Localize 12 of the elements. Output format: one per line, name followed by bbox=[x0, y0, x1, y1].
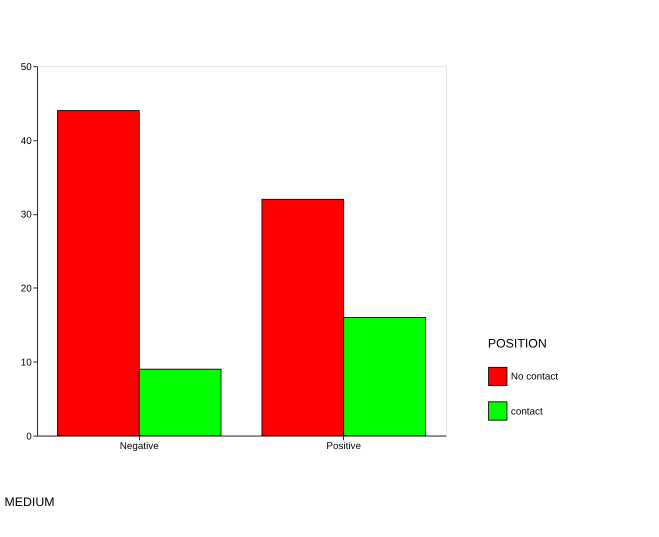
legend-label: No contact bbox=[510, 372, 558, 383]
y-tick-label: 30 bbox=[20, 210, 32, 221]
y-tick-label: 20 bbox=[20, 284, 32, 295]
legend-label: contact bbox=[510, 406, 543, 418]
x-axis-title: MEDIUM bbox=[4, 495, 55, 510]
y-tick-label: 50 bbox=[20, 62, 32, 73]
y-tick-label: 0 bbox=[26, 431, 32, 442]
x-tick-label: Positive bbox=[326, 441, 362, 452]
y-tick-label: 10 bbox=[20, 357, 32, 368]
x-tick-label: Negative bbox=[120, 441, 160, 452]
y-tick-label: 40 bbox=[20, 136, 32, 147]
legend-title: POSITION bbox=[488, 336, 547, 351]
